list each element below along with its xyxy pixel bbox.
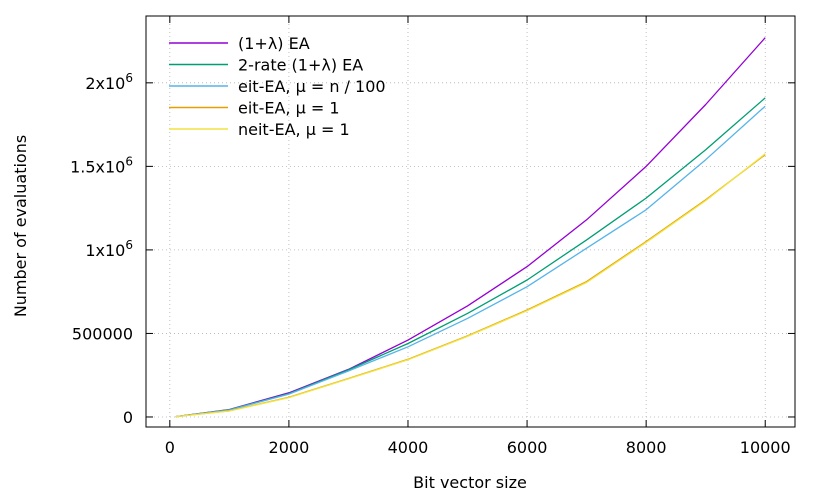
y-tick-label-base: 0	[123, 408, 133, 427]
x-tick-label: 4000	[388, 438, 429, 457]
y-tick-label: 500000	[72, 324, 133, 343]
legend-label-0: (1+λ) EA	[238, 34, 310, 53]
y-tick-label: 0	[123, 408, 133, 427]
y-tick-label-base: 500000	[72, 324, 133, 343]
legend-label-4: neit-EA, μ = 1	[238, 120, 350, 139]
y-tick-label-base: 2x10	[85, 74, 125, 93]
series-line-1	[176, 98, 765, 417]
y-axis-label: Number of evaluations	[11, 135, 30, 317]
y-tick-label-exponent: 6	[125, 154, 133, 168]
y-tick-label: 1x106	[85, 238, 133, 260]
legend-label-2: eit-EA, μ = n / 100	[238, 77, 386, 96]
x-tick-label: 10000	[740, 438, 791, 457]
y-tick-label-exponent: 6	[125, 238, 133, 252]
y-tick-label-base: 1x10	[85, 241, 125, 260]
x-tick-label: 0	[165, 438, 175, 457]
series-line-4	[176, 154, 765, 417]
x-tick-label: 8000	[626, 438, 667, 457]
legend: (1+λ) EA 2-rate (1+λ) EA eit-EA, μ = n / 1…	[169, 34, 386, 139]
series-line-2	[176, 106, 765, 416]
series-line-3	[176, 155, 765, 417]
x-axis-label: Bit vector size	[413, 473, 527, 492]
y-tick-label-exponent: 6	[125, 71, 133, 85]
y-tick-label: 2x106	[85, 71, 133, 93]
x-tick-label: 2000	[269, 438, 310, 457]
y-tick-label: 1.5x106	[70, 154, 133, 176]
y-tick-label-base: 1.5x10	[70, 157, 125, 176]
legend-label-1: 2-rate (1+λ) EA	[238, 56, 363, 75]
x-tick-label: 6000	[507, 438, 548, 457]
legend-label-3: eit-EA, μ = 1	[238, 99, 340, 118]
